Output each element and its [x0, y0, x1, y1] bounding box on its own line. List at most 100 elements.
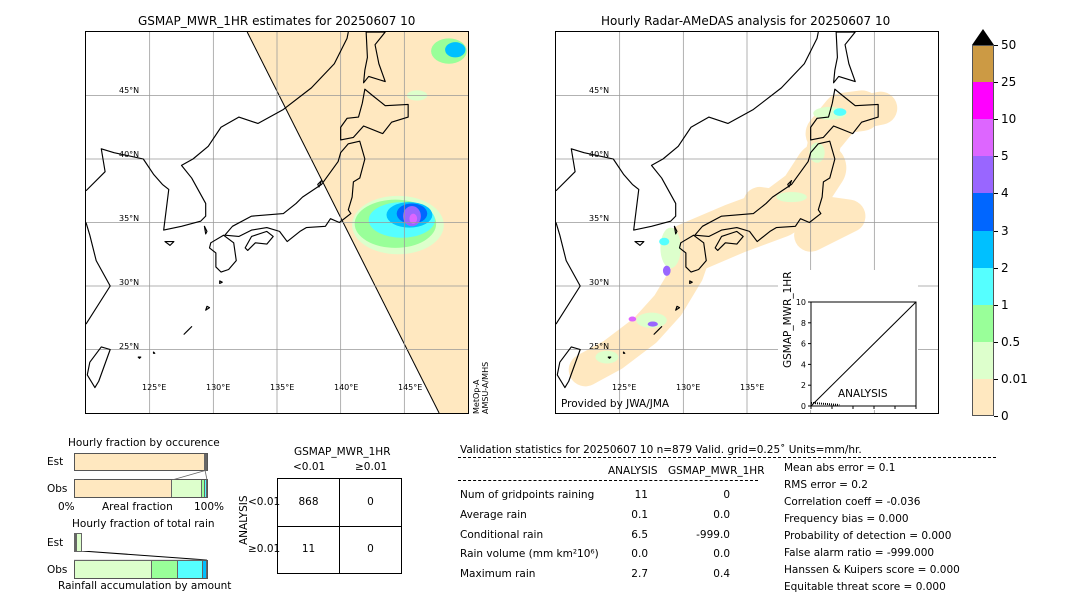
- occurrence-obs-segment: [205, 480, 207, 497]
- stats-gsmap: 0.0: [713, 548, 730, 560]
- contingency-row-header: ≥0.01: [248, 543, 281, 555]
- colorbar-label: 0.5: [1001, 334, 1021, 349]
- occurrence-axis-mid: Areal fraction: [102, 501, 173, 513]
- contingency-col-title: GSMAP_MWR_1HR: [294, 446, 391, 458]
- stats-score: False alarm ratio = -999.000: [784, 547, 935, 559]
- colorbar-tick: [994, 45, 998, 46]
- lon-label: 135°E: [270, 383, 295, 392]
- occurrence-obs-label: Obs: [47, 483, 68, 495]
- total-rain-est-segment: [76, 533, 83, 552]
- lon-label: 140°E: [334, 383, 359, 392]
- colorbar-tick: [994, 341, 998, 343]
- stats-label: Rain volume (mm km²10⁶): [460, 548, 599, 560]
- colorbar-segment: [972, 119, 994, 157]
- total-rain-est-segment: [74, 533, 76, 552]
- occurrence-est-label: Est: [47, 456, 64, 468]
- occurrence-obs-segment: [172, 480, 202, 497]
- contingency-cell: 868: [298, 496, 319, 508]
- colorbar-label: 25: [1001, 75, 1017, 90]
- inset-diagonal-line: [810, 301, 917, 407]
- colorbar-label: 0: [1001, 409, 1009, 423]
- colorbar-label: 5: [1001, 149, 1009, 164]
- occurrence-axis-left: 0%: [58, 501, 75, 513]
- right-map-canvas: [556, 32, 938, 413]
- colorbar-segment: [972, 267, 994, 306]
- colorbar-tick: [994, 304, 998, 306]
- colorbar-segment: [972, 378, 994, 417]
- lat-label: 25°N: [589, 342, 610, 351]
- occurrence-est-bar: [74, 453, 208, 471]
- total-rain-obs-segment: [177, 561, 204, 578]
- occurrence-est-segment: [206, 454, 207, 470]
- inset-scatter: 00224466881010 ANALYSIS GSMAP_MWR_1HR: [778, 270, 921, 413]
- contingency-cell: 0: [367, 543, 374, 555]
- colorbar-label: 0.01: [1001, 371, 1028, 386]
- stats-score: Mean abs error = 0.1: [784, 462, 896, 474]
- total-rain-obs-label: Obs: [47, 564, 68, 576]
- inset-ylabel: GSMAP_MWR_1HR: [782, 271, 794, 368]
- colorbar-label: 10: [1001, 112, 1017, 127]
- lat-label: 35°N: [589, 214, 610, 223]
- total-rain-obs-segment: [203, 561, 207, 578]
- colorbar-border: [972, 45, 994, 416]
- stats-score: Equitable threat score = 0.000: [784, 581, 946, 593]
- lon-label: 125°E: [612, 383, 637, 392]
- stats-gsmap: 0.4: [713, 568, 730, 580]
- colorbar-tick: [994, 230, 998, 232]
- inset-y-tick-label: 2: [801, 381, 806, 390]
- stats-score: Correlation coeff = -0.036: [784, 496, 921, 508]
- occurrence-obs-segment: [201, 480, 205, 497]
- stats-col-gsmap: GSMAP_MWR_1HR: [668, 465, 765, 477]
- contingency-row-header: <0.01: [248, 496, 281, 508]
- total-rain-title: Hourly fraction of total rain: [72, 518, 215, 530]
- stats-label: Num of gridpoints raining: [460, 489, 595, 501]
- stats-title: Validation statistics for 20250607 10 n=…: [460, 444, 862, 456]
- colorbar: 50 25 10 5 4 3 2 1 0.5 0.01 0: [972, 29, 1032, 423]
- left-map-title: GSMAP_MWR_1HR estimates for 20250607 10: [138, 14, 416, 28]
- colorbar-tick: [994, 82, 998, 84]
- lat-label: 30°N: [119, 278, 140, 287]
- colorbar-tick: [994, 156, 998, 158]
- left-map-canvas: [86, 32, 468, 413]
- occurrence-obs-bar: [74, 479, 208, 498]
- divider: [458, 480, 758, 481]
- stats-score: Probability of detection = 0.000: [784, 530, 952, 542]
- stats-analysis: 2.7: [631, 568, 648, 580]
- colorbar-segment: [972, 45, 994, 83]
- contingency-col-header: <0.01: [293, 461, 326, 473]
- inset-y-tick-label: 4: [801, 360, 806, 369]
- left-map[interactable]: 45°N 40°N 35°N 30°N 25°N 125°E 130°E 135…: [85, 31, 469, 414]
- stats-label: Average rain: [460, 509, 527, 521]
- sensor-label-1: MetOp-A: [472, 379, 481, 414]
- occurrence-connector: [171, 470, 208, 480]
- colorbar-label: 1: [1001, 297, 1009, 312]
- total-rain-est-bar: [74, 533, 208, 552]
- right-map[interactable]: 45°N 40°N 35°N 30°N 25°N 125°E 130°E 135…: [555, 31, 939, 414]
- inset-y-tick-label: 10: [796, 298, 806, 307]
- contingency-cell: 11: [301, 543, 316, 555]
- colorbar-tick: [994, 193, 998, 195]
- occurrence-est-segment: [75, 454, 205, 470]
- occurrence-est-segment: [204, 454, 206, 470]
- lon-label: 135°E: [740, 383, 765, 392]
- stats-analysis: 0.1: [631, 509, 648, 521]
- stats-analysis: 6.5: [631, 529, 648, 541]
- total-rain-obs-segment: [75, 561, 152, 578]
- colorbar-tick: [994, 378, 998, 380]
- contingency-cell: 0: [367, 496, 374, 508]
- colorbar-segment: [972, 82, 994, 120]
- inset-y-tick-label: 0: [801, 402, 806, 410]
- colorbar-segment: [972, 304, 994, 343]
- occurrence-axis-right: 100%: [194, 501, 225, 513]
- lon-label: 145°E: [398, 383, 423, 392]
- inset-scatter-points: [810, 401, 840, 406]
- stats-label: Maximum rain: [460, 568, 536, 580]
- sensor-label-2: AMSU-A/MHS: [481, 361, 490, 414]
- colorbar-label: 4: [1001, 186, 1009, 201]
- colorbar-segment: [972, 230, 994, 269]
- rain-area: [352, 38, 467, 255]
- colorbar-tick: [994, 119, 998, 121]
- stats-score: Hanssen & Kuipers score = 0.000: [784, 564, 960, 576]
- lat-label: 25°N: [119, 342, 140, 351]
- stats-score: RMS error = 0.2: [784, 479, 868, 491]
